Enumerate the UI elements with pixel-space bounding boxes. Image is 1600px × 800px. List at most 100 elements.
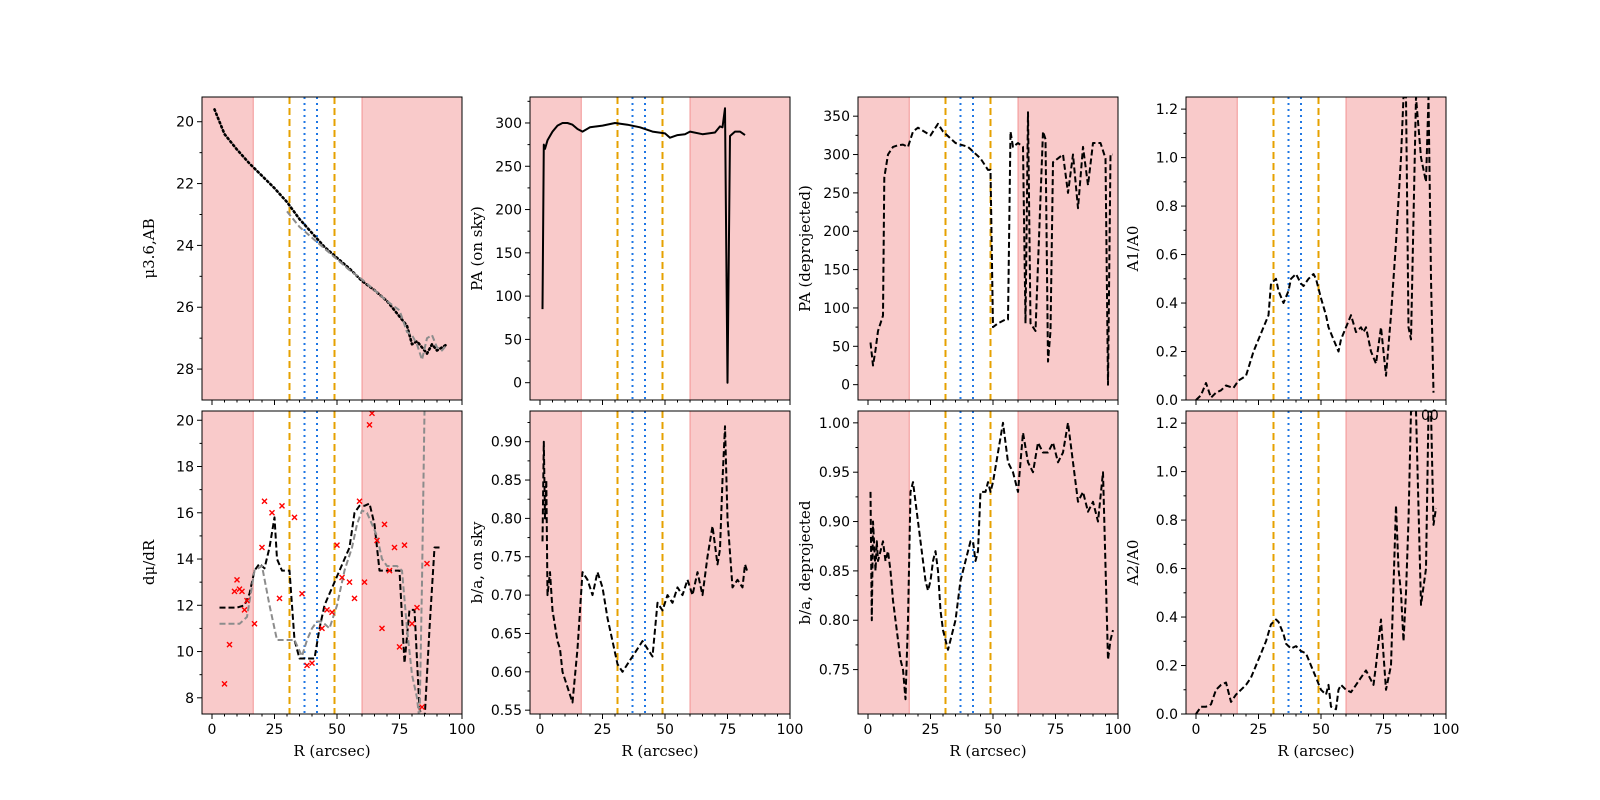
y-tick-label: 150 <box>823 263 850 279</box>
x-tick-label: 50 <box>984 722 1002 738</box>
x-tick-label: 25 <box>922 722 940 738</box>
data-marker <box>361 579 368 586</box>
y-tick-label: 0.6 <box>1156 562 1178 578</box>
plot-area <box>858 411 1118 714</box>
data-marker <box>261 498 268 505</box>
data-marker <box>386 567 393 574</box>
y-tick-label: 1.0 <box>1156 151 1178 167</box>
shaded-region <box>361 411 462 714</box>
y-axis-label: μ3.6,AB <box>140 218 158 278</box>
data-marker <box>304 662 310 669</box>
data-marker <box>339 574 345 581</box>
panel-pa_deproj: 0 50 100 150 200 250 300 350 PA (deprojected) <box>796 96 1119 405</box>
axes-frame <box>1185 96 1447 401</box>
y-tick-label: 0.6 <box>1156 248 1178 264</box>
y-tick-label: 22 <box>176 177 194 193</box>
y-tick-label: 50 <box>504 332 522 348</box>
y-tick-label: 0.90 <box>819 515 850 531</box>
shaded-region <box>689 411 790 714</box>
series-line-observed <box>213 108 449 355</box>
data-marker <box>319 625 325 632</box>
y-tick-label: 100 <box>495 289 522 305</box>
axes-frame <box>857 96 1119 401</box>
series-line-PA <box>541 107 746 384</box>
x-tick-label: 0 <box>208 722 217 738</box>
x-tick-label: 75 <box>1047 722 1065 738</box>
y-tick-label: 0.55 <box>491 703 522 719</box>
y-tick-label: 0.95 <box>819 465 850 481</box>
data-marker <box>231 588 238 595</box>
data-marker <box>276 595 283 602</box>
data-marker <box>419 704 425 711</box>
y-tick-label: 0.65 <box>491 626 522 642</box>
series-line-A2/A0 <box>1195 411 1437 714</box>
data-marker <box>241 606 248 613</box>
y-tick-label: 250 <box>495 159 522 175</box>
data-marker <box>379 625 385 632</box>
series-line-PA-deprojected <box>869 111 1113 386</box>
shaded-region <box>1017 97 1118 400</box>
y-tick-label: 0 <box>841 378 850 394</box>
data-marker <box>396 643 403 650</box>
panel-a1: 0.0 0.2 0.4 0.6 0.8 1.0 1.2 A1/A0 <box>1124 96 1447 409</box>
x-tick-label: 100 <box>1433 722 1460 738</box>
y-tick-label: 0.60 <box>491 665 522 681</box>
y-axis-label: A1/A0 <box>1124 226 1142 273</box>
y-tick-label: 50 <box>832 339 850 355</box>
data-marker <box>251 620 258 627</box>
panel-pa_sky: 0 50 100 150 200 250 300 PA (on sky) <box>468 96 791 405</box>
y-tick-label: 0.0 <box>1156 707 1178 723</box>
y-tick-label: 300 <box>495 116 522 132</box>
y-tick-label: 16 <box>176 506 194 522</box>
panel-ba_sky: 0 25 50 75 100 0.55 0.60 0.65 0.70 0.75 0.80 0.85 0.… <box>468 410 804 760</box>
data-marker <box>234 576 240 583</box>
y-tick-label: 0 <box>513 376 522 392</box>
y-axis-label: PA (deprojected) <box>796 185 814 312</box>
series-line-model-gradient <box>219 411 426 714</box>
x-axis-label: R (arcsec) <box>1277 742 1354 760</box>
data-marker <box>346 579 353 586</box>
data-marker <box>299 590 305 597</box>
y-tick-label: 18 <box>176 460 194 476</box>
shaded-region <box>202 411 254 714</box>
data-marker <box>424 560 430 567</box>
y-tick-label: 8 <box>185 691 194 707</box>
data-marker <box>391 544 398 551</box>
y-tick-label: 0.75 <box>819 663 850 679</box>
panel-dmudr: 0 25 50 75 100 8 10 12 14 16 18 20 R (arcsec) dμ/dR <box>140 410 475 760</box>
y-tick-label: 1.2 <box>1156 416 1178 432</box>
series-line-A1/A0 <box>1195 97 1435 400</box>
data-marker <box>309 660 315 667</box>
plot-area <box>202 97 462 400</box>
y-tick-label: 1.0 <box>1156 465 1178 481</box>
y-tick-label: 300 <box>823 148 850 164</box>
x-tick-label: 100 <box>777 722 804 738</box>
x-tick-label: 50 <box>656 722 674 738</box>
y-tick-label: 20 <box>176 413 194 429</box>
data-marker <box>226 641 233 648</box>
y-tick-label: 20 <box>176 115 194 131</box>
data-marker <box>334 542 340 549</box>
panel-a2: 0 25 50 75 100 0.0 0.2 0.4 0.6 0.8 1.0 1.2 R (arcsec… <box>1124 410 1460 760</box>
y-axis-label: b/a, on sky <box>468 521 486 603</box>
x-tick-label: 75 <box>391 722 409 738</box>
x-tick-label: 100 <box>1105 722 1132 738</box>
axes-frame <box>529 410 791 715</box>
data-marker <box>356 498 363 505</box>
x-tick-label: 0 <box>1192 722 1201 738</box>
series-line-observed-gradient <box>219 502 440 714</box>
y-tick-label: 0.2 <box>1156 659 1178 675</box>
plot-area <box>530 97 790 400</box>
data-marker <box>269 509 275 516</box>
plot-area <box>1186 411 1446 714</box>
y-tick-label: 0.2 <box>1156 345 1178 361</box>
shaded-region <box>689 97 790 400</box>
data-marker <box>291 514 298 521</box>
plot-area <box>858 97 1118 400</box>
y-axis-label: dμ/dR <box>140 539 158 585</box>
x-tick-label: 25 <box>266 722 284 738</box>
axes-frame <box>529 96 791 401</box>
x-tick-label: 0 <box>536 722 545 738</box>
data-marker <box>221 680 228 687</box>
